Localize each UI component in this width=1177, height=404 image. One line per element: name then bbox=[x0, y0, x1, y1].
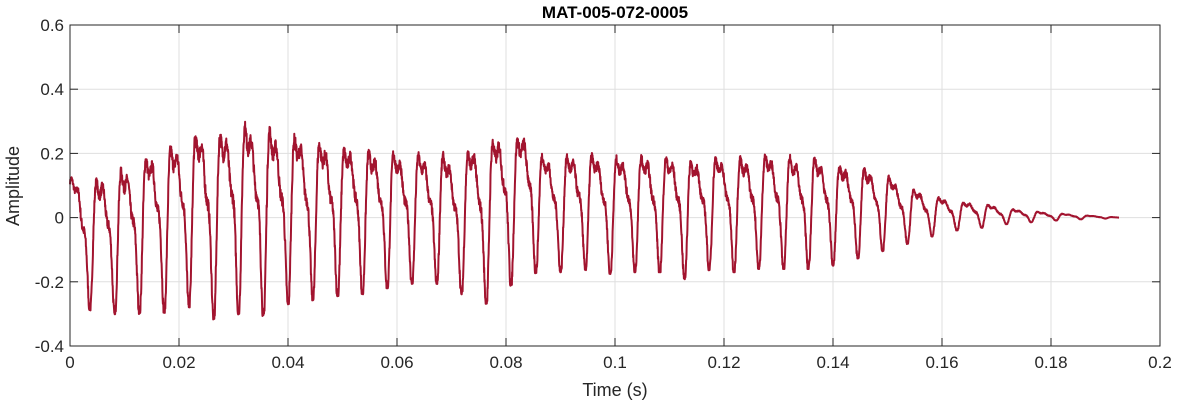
y-tick-label: 0 bbox=[55, 209, 64, 228]
x-tick-label: 0.2 bbox=[1148, 353, 1172, 372]
x-tick-label: 0.08 bbox=[489, 353, 522, 372]
y-tick-label: 0.6 bbox=[40, 16, 64, 35]
y-tick-label: 0.4 bbox=[40, 80, 64, 99]
x-tick-label: 0 bbox=[65, 353, 74, 372]
x-tick-label: 0.14 bbox=[816, 353, 849, 372]
x-tick-label: 0.04 bbox=[271, 353, 304, 372]
x-tick-label: 0.02 bbox=[162, 353, 195, 372]
y-axis-ticks: -0.4 -0.2 0 0.2 0.4 0.6 bbox=[35, 16, 1160, 356]
x-axis-ticks: 0 0.02 0.04 0.06 0.08 0.1 0.12 0.14 0.16 0.18 0.2 bbox=[65, 25, 1172, 372]
y-axis-label: Amplitude bbox=[3, 146, 23, 226]
y-tick-label: -0.4 bbox=[35, 337, 64, 356]
x-axis-label: Time (s) bbox=[582, 380, 647, 400]
chart-title: MAT-005-072-0005 bbox=[542, 3, 688, 22]
x-tick-label: 0.06 bbox=[380, 353, 413, 372]
y-tick-label: 0.2 bbox=[40, 144, 64, 163]
x-tick-label: 0.1 bbox=[603, 353, 627, 372]
y-tick-label: -0.2 bbox=[35, 273, 64, 292]
signal-trace-group bbox=[69, 120, 1120, 321]
x-tick-label: 0.16 bbox=[925, 353, 958, 372]
x-tick-label: 0.18 bbox=[1034, 353, 1067, 372]
x-tick-label: 0.12 bbox=[707, 353, 740, 372]
signal-trace bbox=[69, 120, 1120, 321]
